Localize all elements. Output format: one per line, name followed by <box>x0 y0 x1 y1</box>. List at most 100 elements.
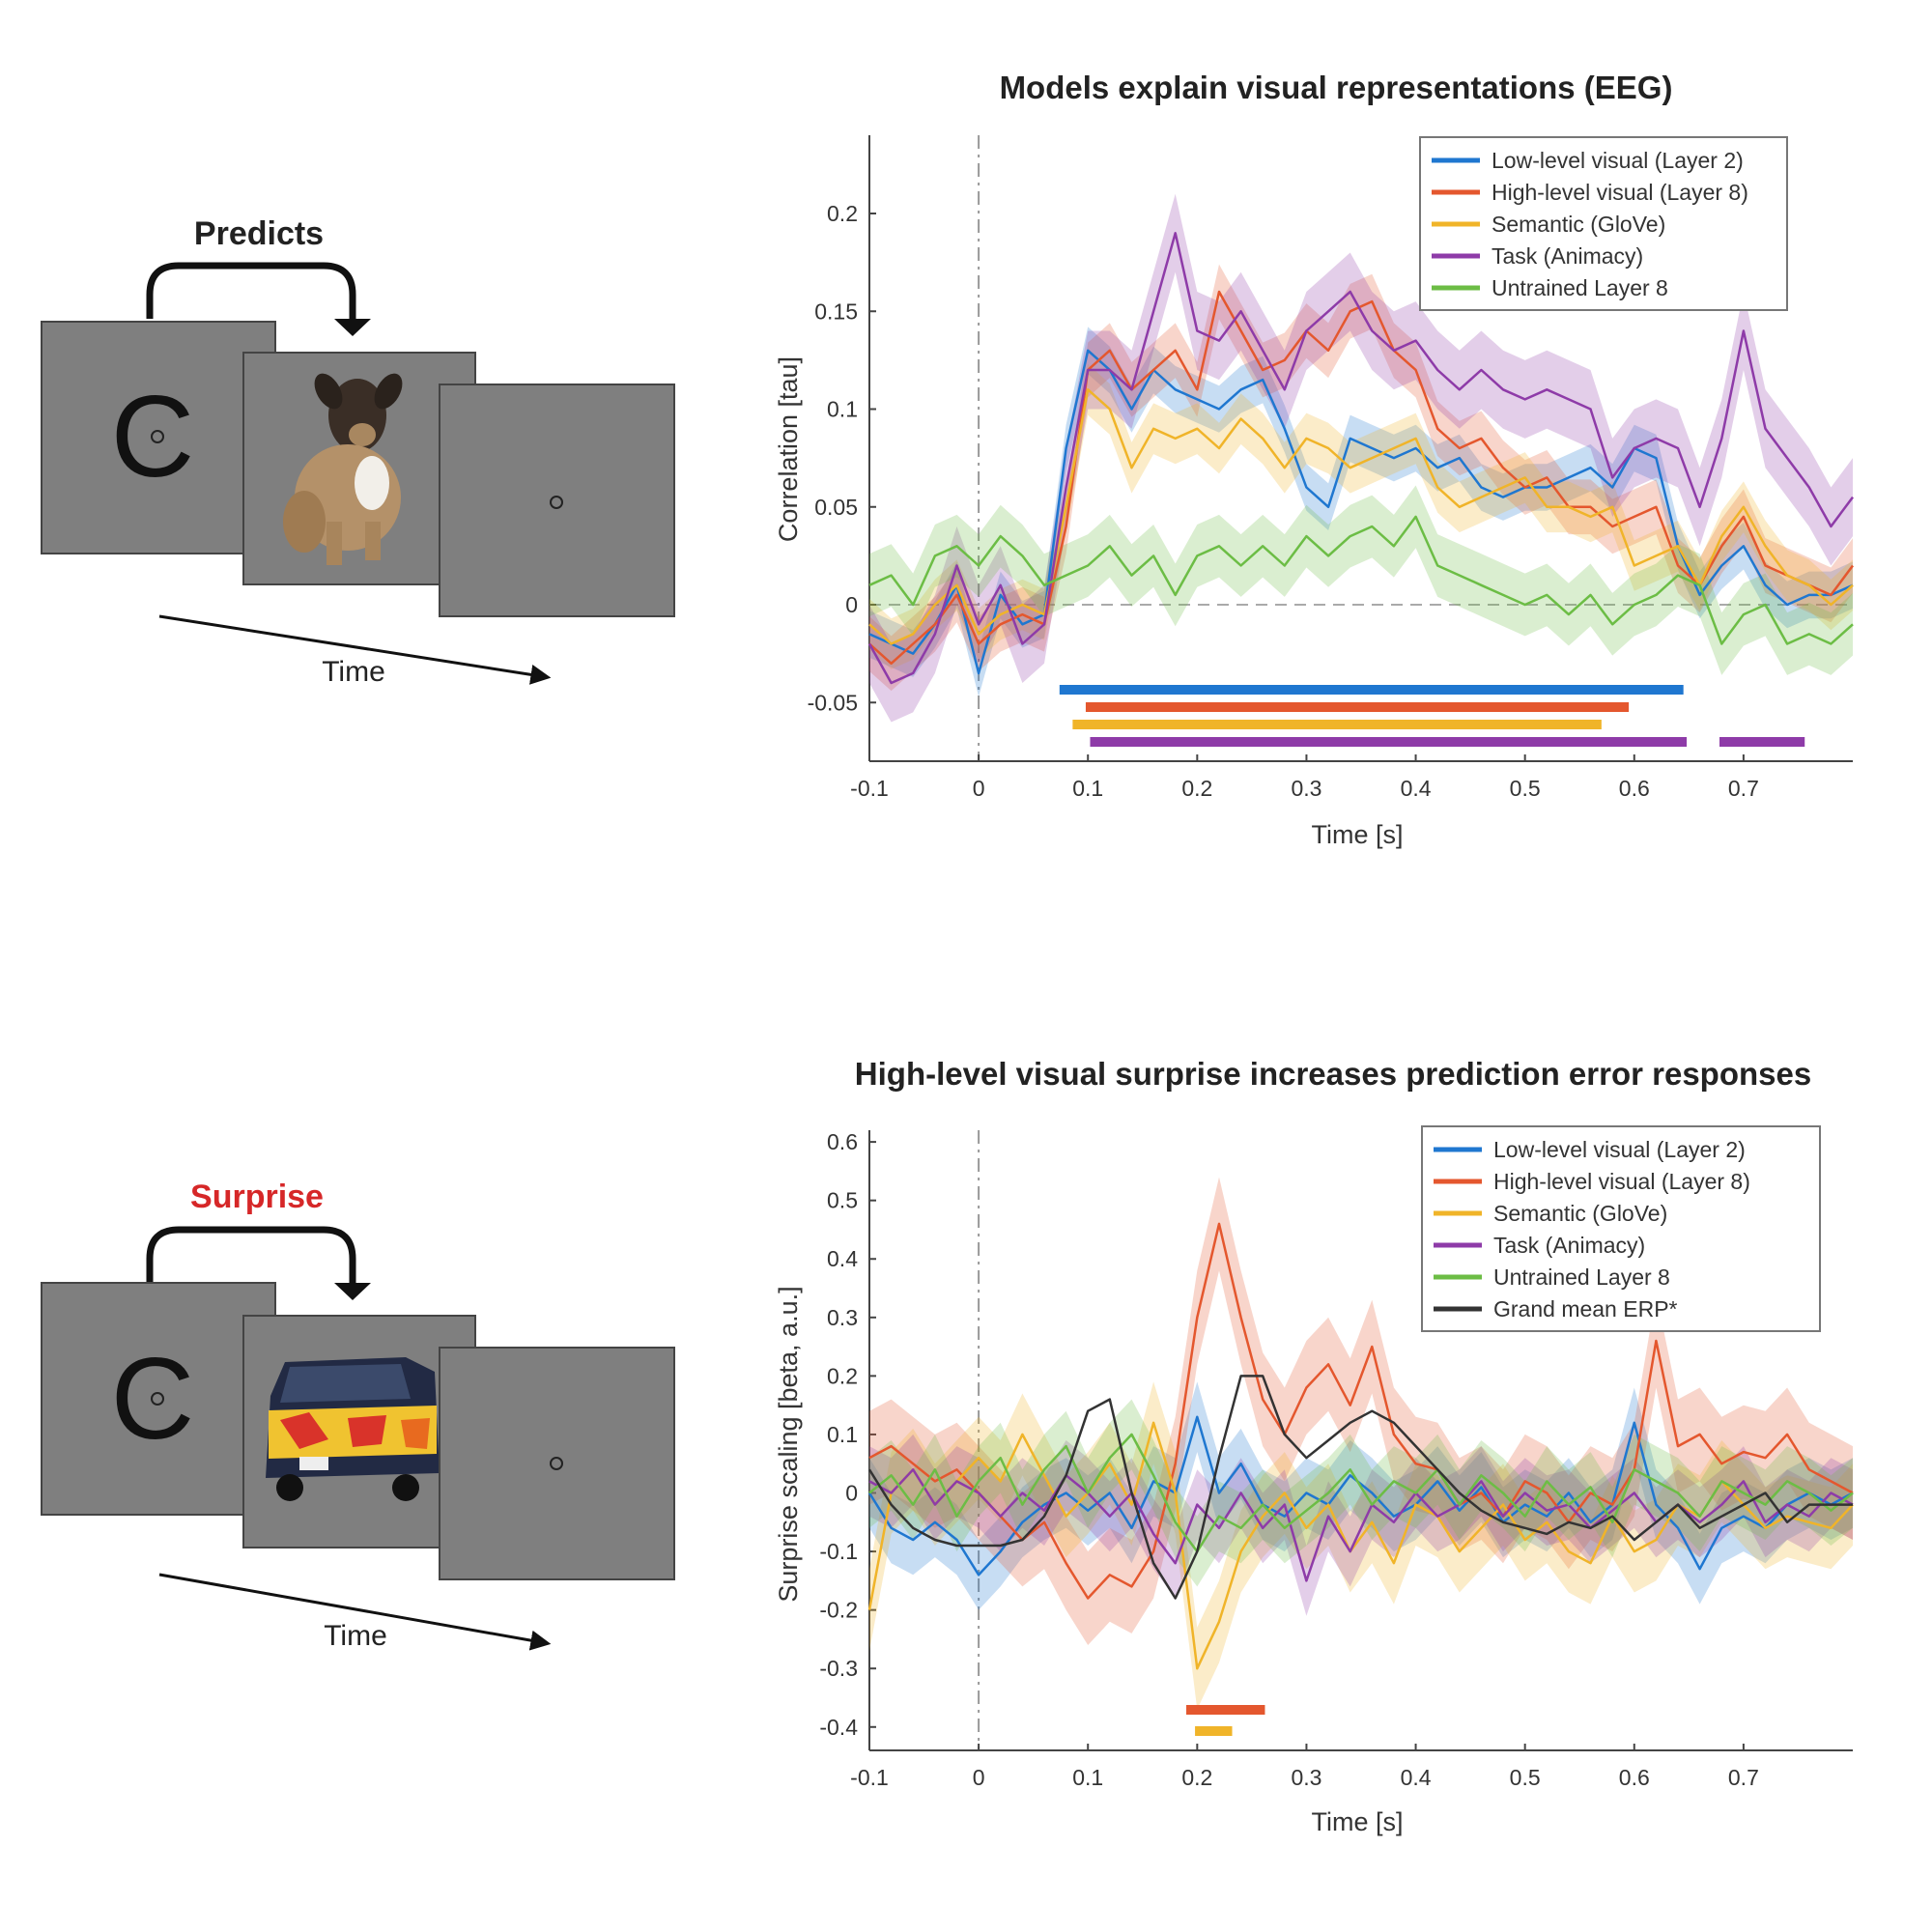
paradigm-diagram-predicts: Predicts C Time <box>41 215 675 688</box>
fixation-dot-icon <box>151 430 164 443</box>
x-tick-label: 0.4 <box>1401 776 1432 801</box>
legend-entry: Untrained Layer 8 <box>1493 1264 1670 1290</box>
x-axis-label: Time [s] <box>1311 1807 1403 1836</box>
legend-entry: Semantic (GloVe) <box>1493 1201 1667 1226</box>
y-tick-label: -0.1 <box>819 1539 858 1564</box>
series-line <box>868 1222 1854 1600</box>
y-tick-label: 0.1 <box>827 1422 858 1447</box>
x-tick-label: -0.1 <box>850 776 889 801</box>
surprise-label: Surprise <box>190 1179 324 1215</box>
predicts-arrowhead-icon <box>334 319 371 336</box>
y-axis-label: Correlation [tau] <box>774 356 803 542</box>
x-tick-label: 0.5 <box>1510 776 1541 801</box>
legend-entry: Untrained Layer 8 <box>1492 275 1668 300</box>
legend-entry: Grand mean ERP* <box>1493 1296 1678 1321</box>
series-error-band <box>869 363 1853 669</box>
legend-box <box>1419 136 1788 311</box>
y-tick-label: 0 <box>845 592 858 617</box>
legend-entry: High-level visual (Layer 8) <box>1493 1169 1750 1194</box>
series-line <box>867 1415 1854 1577</box>
fixation-dot-icon <box>550 496 563 509</box>
y-tick-label: 0.1 <box>827 397 858 422</box>
y-tick-label: 0.2 <box>827 1363 858 1388</box>
y-tick-label: 0.6 <box>827 1129 858 1154</box>
series-line <box>868 290 1855 666</box>
time-arrow <box>158 1573 552 1651</box>
chart-title: Models explain visual representations (E… <box>1000 70 1673 105</box>
legend-entry: Semantic (GloVe) <box>1492 212 1665 237</box>
series-line <box>868 1468 1854 1582</box>
legend-entry: Task (Animacy) <box>1493 1233 1645 1258</box>
time-label: Time <box>324 1620 387 1652</box>
y-tick-label: 0.3 <box>827 1305 858 1330</box>
y-tick-label: 0.05 <box>814 495 858 520</box>
van-image <box>266 1357 440 1501</box>
series-error-band <box>869 1381 1853 1610</box>
series-error-band <box>869 1381 1853 1710</box>
series-line <box>868 1433 1854 1553</box>
x-tick-label: 0.7 <box>1728 776 1759 801</box>
cue-screen <box>41 1282 276 1516</box>
dog-image <box>283 373 403 565</box>
x-axis-label: Time [s] <box>1311 820 1403 849</box>
x-tick-label: 0.3 <box>1291 1765 1321 1790</box>
x-tick-label: 0.7 <box>1728 1765 1759 1790</box>
x-tick-label: 0.6 <box>1619 776 1650 801</box>
plot-area: -0.1 0 0.1 0.2 0.3 0.4 0.5 0.6 0.7 -0.4 -0.3 -0.2 -0… <box>819 1125 1854 1790</box>
time-arrow <box>158 614 552 685</box>
x-tick-label: 0.5 <box>1510 1765 1541 1790</box>
y-tick-label: -0.3 <box>819 1656 858 1681</box>
series-line <box>867 1421 1854 1670</box>
legend-entry: Low-level visual (Layer 2) <box>1492 148 1744 173</box>
series-error-band <box>869 1399 1853 1587</box>
x-tick-label: 0 <box>973 776 985 801</box>
plot-area: -0.1 0 0.1 0.2 0.3 0.4 0.5 0.6 0.7 -0.05 0 0.05 0.1 0… <box>808 135 1855 801</box>
predicts-label: Predicts <box>194 215 324 252</box>
cue-screen <box>41 321 276 554</box>
y-tick-label: 0.2 <box>827 201 858 226</box>
x-tick-label: 0.2 <box>1181 776 1212 801</box>
fixation-dot-icon <box>151 1392 164 1406</box>
legend-entry: Task (Animacy) <box>1492 243 1643 269</box>
series-error-band <box>869 264 1853 692</box>
y-tick-label: -0.4 <box>819 1715 858 1740</box>
series-line <box>867 1375 1853 1600</box>
legend-box <box>1421 1125 1821 1332</box>
surprise-arrowhead-icon <box>334 1283 371 1300</box>
series-line <box>867 232 1855 685</box>
legend: Low-level visual (Layer 2) High-level vis… <box>1419 136 1788 311</box>
fixation-dot-icon <box>550 1457 563 1470</box>
y-tick-label: 0.4 <box>827 1246 858 1271</box>
series-error-band <box>869 485 1853 675</box>
x-tick-label: -0.1 <box>850 1765 889 1790</box>
chart-eeg-correlation: Models explain visual representations (E… <box>774 70 1855 849</box>
series-line <box>868 515 1854 645</box>
paradigm-diagram-surprise: Surprise C Time <box>41 1179 675 1652</box>
y-tick-label: -0.05 <box>808 690 858 715</box>
y-tick-label: -0.2 <box>819 1598 858 1623</box>
chart-surprise-scaling: High-level visual surprise increases pre… <box>774 1056 1854 1836</box>
x-tick-label: 0.3 <box>1291 776 1321 801</box>
x-tick-label: 0.6 <box>1619 1765 1650 1790</box>
x-tick-label: 0.2 <box>1181 1765 1212 1790</box>
surprise-arrow <box>146 1226 356 1288</box>
y-tick-label: 0.5 <box>827 1188 858 1213</box>
y-axis-label: Surprise scaling [beta, a.u.] <box>774 1286 803 1602</box>
series-error-band <box>869 1434 1853 1616</box>
time-label: Time <box>322 656 385 688</box>
y-tick-label: 0.15 <box>814 298 858 324</box>
series-line <box>868 388 1854 645</box>
predicts-arrow <box>146 262 356 324</box>
legend: Low-level visual (Layer 2) High-level vis… <box>1421 1125 1821 1332</box>
x-tick-label: 0 <box>973 1765 985 1790</box>
chart-title: High-level visual surprise increases pre… <box>855 1056 1811 1092</box>
response-screen <box>439 384 675 617</box>
legend-entry: Low-level visual (Layer 2) <box>1493 1137 1746 1162</box>
x-tick-label: 0.1 <box>1072 776 1103 801</box>
legend-entry: High-level visual (Layer 8) <box>1492 180 1748 205</box>
response-screen <box>439 1347 675 1580</box>
x-tick-label: 0.1 <box>1072 1765 1103 1790</box>
x-tick-label: 0.4 <box>1401 1765 1432 1790</box>
y-tick-label: 0 <box>845 1481 858 1506</box>
